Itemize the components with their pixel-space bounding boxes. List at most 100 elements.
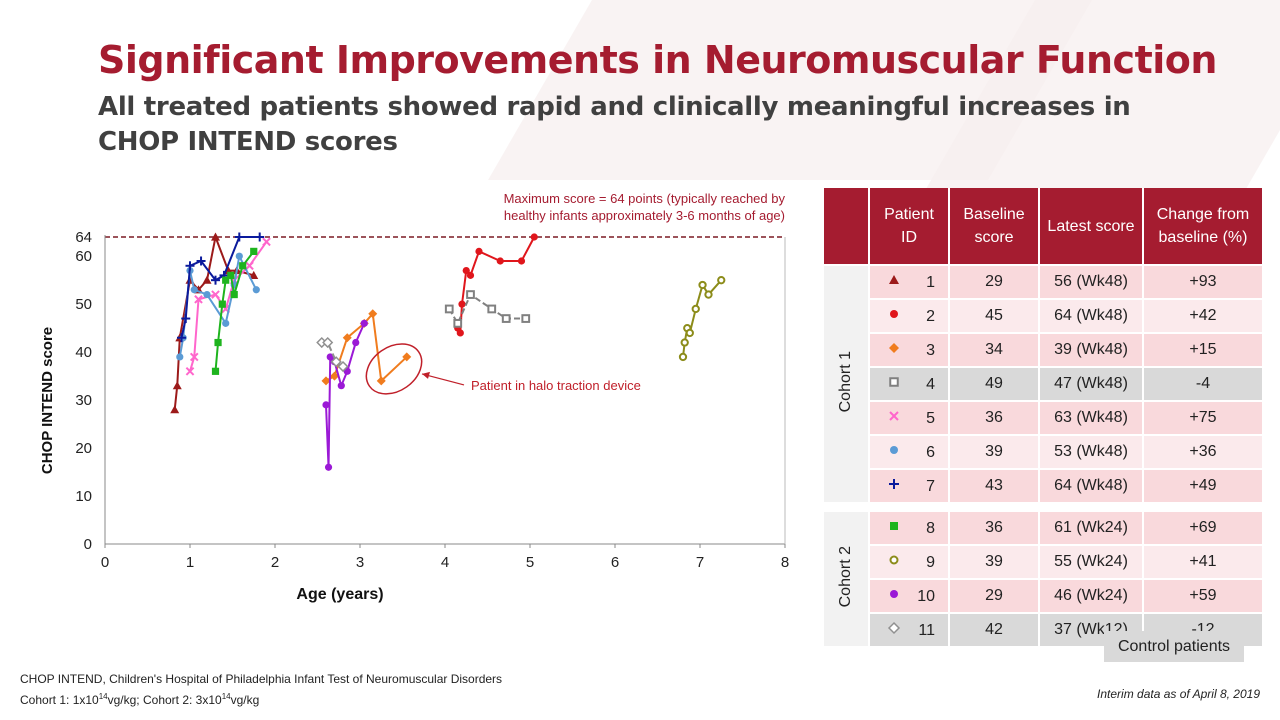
series-line xyxy=(214,250,255,372)
baseline-cell: 36 xyxy=(948,510,1038,544)
open-diamond-marker xyxy=(887,621,901,634)
marker-swatch xyxy=(889,555,899,564)
series-marker-icon xyxy=(883,443,905,462)
latest-cell: 64 (Wk48) xyxy=(1038,298,1142,332)
data-point xyxy=(262,237,271,247)
latest-cell: 39 (Wk48) xyxy=(1038,332,1142,366)
x-marker-stroke xyxy=(262,237,271,247)
square-marker xyxy=(890,521,898,530)
triangle-marker xyxy=(889,274,899,284)
open-square-marker xyxy=(453,318,463,328)
interim-note: Interim data as of April 8, 2019 xyxy=(1097,687,1260,701)
data-point xyxy=(704,290,713,299)
data-point xyxy=(496,257,504,265)
x-axis-label: Age (years) xyxy=(296,586,383,603)
header-blank xyxy=(824,188,868,264)
data-point xyxy=(678,352,688,362)
marker-swatch xyxy=(889,274,899,284)
data-point xyxy=(211,275,220,285)
circle-marker xyxy=(496,257,504,265)
data-point xyxy=(342,333,352,343)
data-point xyxy=(245,261,254,271)
series-marker-icon xyxy=(883,621,905,640)
data-point xyxy=(190,286,198,294)
series-marker-icon xyxy=(883,477,905,496)
data-point xyxy=(211,290,220,299)
cohort-gap xyxy=(824,502,1262,510)
circle-marker xyxy=(466,271,475,279)
circle-marker xyxy=(360,319,368,327)
data-point xyxy=(685,328,694,338)
max-score-label: healthy infants approximately 3-6 months… xyxy=(504,208,785,223)
data-point xyxy=(234,232,244,242)
data-point xyxy=(337,360,349,373)
data-point xyxy=(170,405,180,414)
baseline-cell: 29 xyxy=(948,264,1038,298)
square-marker xyxy=(239,262,247,270)
open-circle-marker xyxy=(680,338,689,347)
open-circle-marker xyxy=(704,290,713,299)
baseline-cell: 36 xyxy=(948,400,1038,434)
open-circle-marker xyxy=(698,280,707,290)
data-point xyxy=(322,401,330,409)
data-point xyxy=(239,262,247,270)
change-cell: +69 xyxy=(1142,510,1262,544)
patient-id-cell: 2 xyxy=(868,298,948,332)
data-point xyxy=(466,271,475,279)
data-point xyxy=(352,338,360,347)
data-point xyxy=(487,304,497,314)
marker-swatch xyxy=(889,342,899,353)
data-point xyxy=(177,333,186,343)
x-marker-stroke xyxy=(211,290,220,299)
data-point xyxy=(203,290,211,299)
data-point xyxy=(530,233,538,241)
triangle-marker xyxy=(249,270,259,279)
data-point xyxy=(227,271,235,279)
baseline-cell: 29 xyxy=(948,578,1038,612)
x-tick-label: 5 xyxy=(526,554,534,571)
circle-marker xyxy=(475,247,483,255)
data-point xyxy=(222,319,230,327)
y-tick-label: 10 xyxy=(75,488,92,505)
swatch-marker xyxy=(890,521,898,530)
triangle-marker xyxy=(211,232,220,241)
x-tick-label: 4 xyxy=(441,554,449,571)
data-point xyxy=(211,367,220,375)
data-point xyxy=(376,376,386,386)
patient-id-cell: 1 xyxy=(868,264,948,298)
series-8 xyxy=(211,247,258,375)
data-point xyxy=(249,270,259,279)
marker-swatch xyxy=(889,478,899,489)
series-4 xyxy=(444,290,531,328)
diamond-marker xyxy=(368,309,378,319)
open-circle-marker xyxy=(717,276,726,285)
table-row: 2 45 64 (Wk48) +42 xyxy=(824,298,1262,332)
data-point xyxy=(330,356,342,368)
data-point xyxy=(176,353,184,361)
max-score-label: Maximum score = 64 points (typically rea… xyxy=(504,191,786,206)
header-change: Change from baseline (%) xyxy=(1142,188,1262,264)
annotation-arrow xyxy=(421,373,465,386)
marker-swatch xyxy=(887,621,901,634)
data-point xyxy=(717,276,726,285)
x-marker-stroke xyxy=(189,352,199,362)
data-point xyxy=(202,275,212,284)
latest-cell: 46 (Wk24) xyxy=(1038,578,1142,612)
circle-marker xyxy=(890,589,898,598)
change-cell: +59 xyxy=(1142,578,1262,612)
patient-id-cell: 8 xyxy=(868,510,948,544)
marker-swatch xyxy=(889,376,899,387)
series-1 xyxy=(170,232,259,414)
footnote-abbreviation: CHOP INTEND, Children's Hospital of Phil… xyxy=(20,672,503,686)
triangle-marker xyxy=(172,381,182,390)
baseline-cell: 42 xyxy=(948,612,1038,646)
annotation-label: Patient in halo traction device xyxy=(471,378,641,393)
header-latest: Latest score xyxy=(1038,188,1142,264)
data-point xyxy=(189,352,199,362)
circle-marker xyxy=(222,319,230,327)
open-square-marker xyxy=(501,314,511,323)
circle-marker xyxy=(252,286,260,294)
y-tick-label: 50 xyxy=(75,296,92,313)
patient-id-cell: 3 xyxy=(868,332,948,366)
open-circle-marker xyxy=(685,328,694,338)
